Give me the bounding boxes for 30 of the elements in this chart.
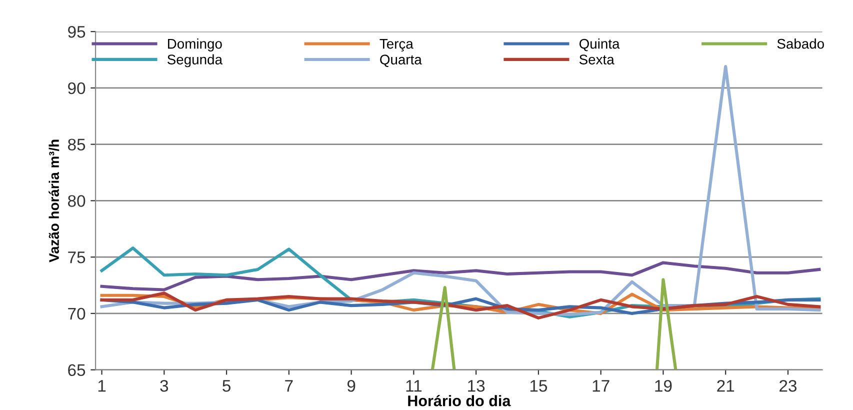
x-tick-label: 9 (347, 380, 356, 392)
x-tick-label: 3 (160, 380, 168, 392)
legend-label: Sabado (777, 38, 824, 49)
legend-label: Terça (380, 39, 414, 52)
x-tick-label: 23 (780, 380, 797, 392)
legend-label: Segunda (168, 54, 222, 68)
x-tick-label: 19 (655, 380, 672, 392)
x-tick-label: 7 (285, 380, 293, 392)
x-tick-label: 17 (592, 380, 610, 392)
y-tick-label: 75 (68, 252, 86, 264)
legend-label: Quarta (380, 54, 422, 67)
legend-label: Domingo (168, 38, 222, 52)
y-tick-label: 95 (68, 26, 86, 38)
legend-label: Sexta (579, 54, 614, 64)
y-tick-label: 85 (68, 138, 86, 151)
x-axis-title: Horário do dia (408, 394, 511, 406)
y-axis-title: Vazão horária m³/h (48, 140, 60, 262)
line-series (100, 292, 821, 320)
y-tick-label: 80 (68, 195, 86, 207)
legend-label: Quinta (579, 38, 620, 52)
x-tick-label: 5 (222, 380, 230, 392)
x-tick-label: 1 (98, 380, 106, 392)
line-series (100, 261, 821, 292)
y-tick-label: 90 (68, 82, 86, 94)
x-tick-label: 15 (530, 380, 548, 392)
x-tick-label: 21 (717, 380, 734, 392)
x-tick-label: 13 (468, 380, 485, 392)
x-tick-label: 11 (406, 380, 422, 392)
y-tick-label: 70 (68, 308, 86, 320)
y-tick-label: 65 (68, 364, 86, 376)
